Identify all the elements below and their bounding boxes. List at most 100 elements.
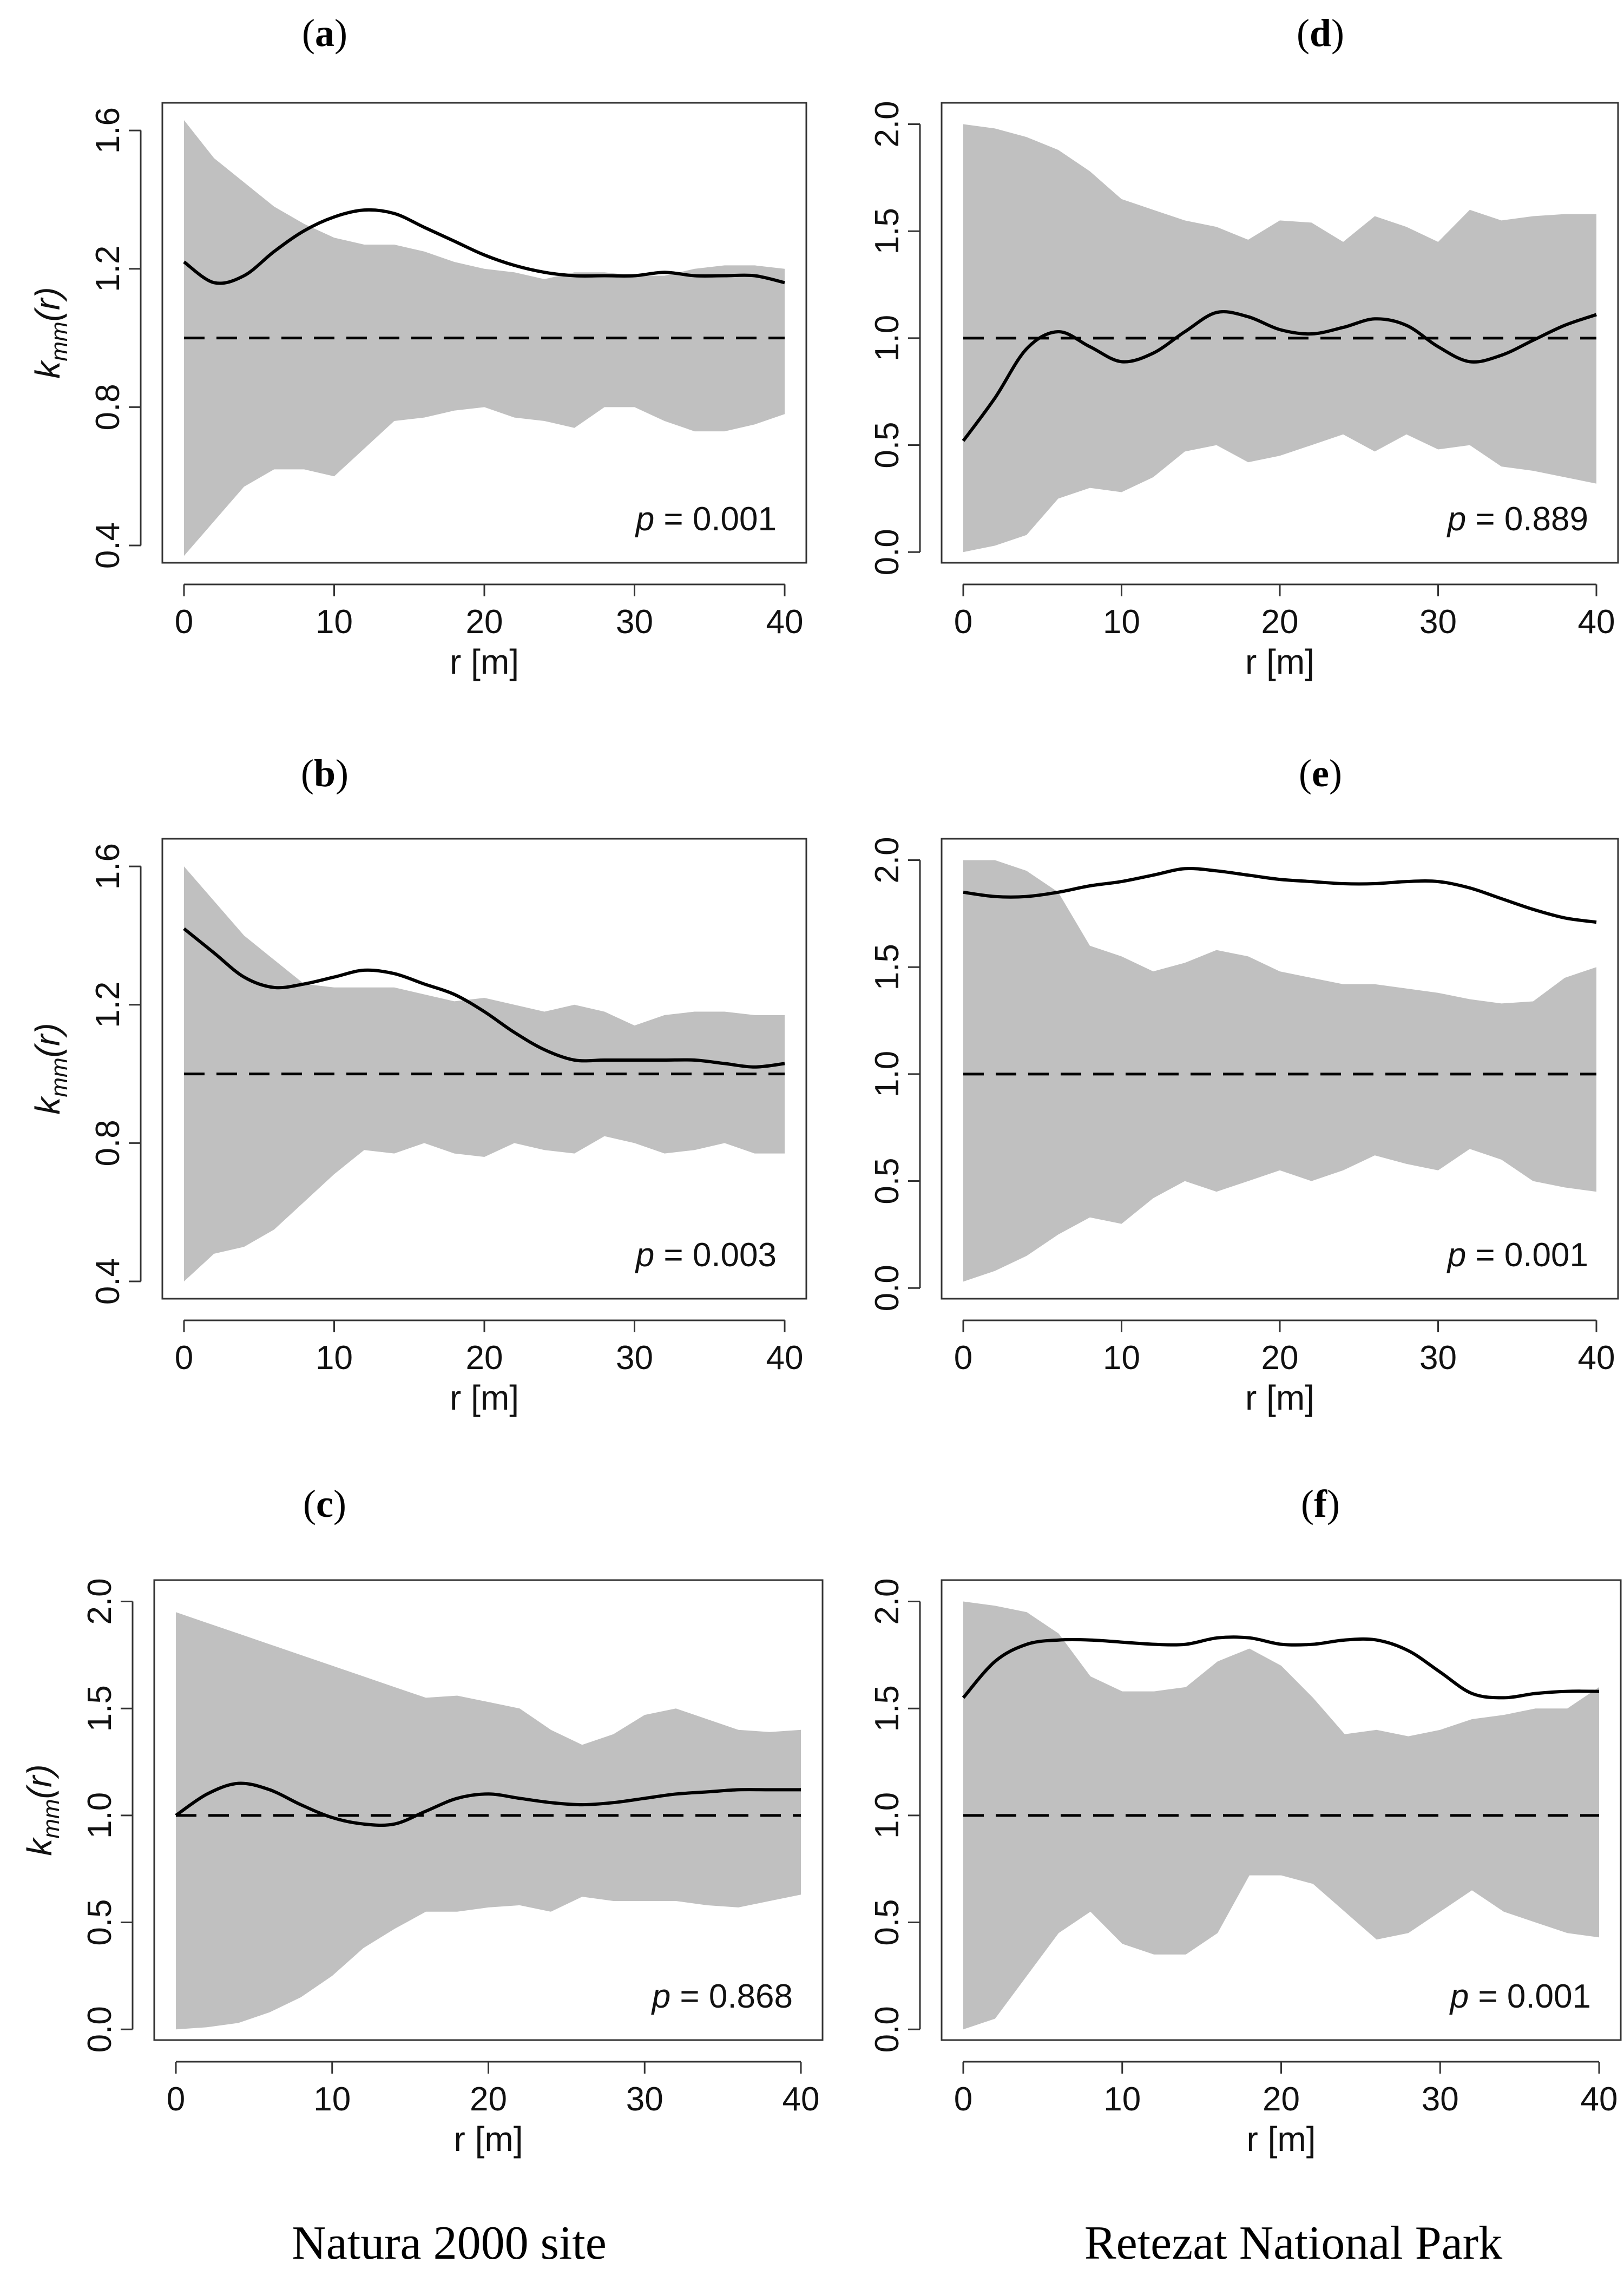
y-axis-title-arg-c: (r) bbox=[20, 1764, 59, 1799]
p-value-e: p = 0.001 bbox=[1447, 1236, 1588, 1274]
x-tick-label-e-0: 0 bbox=[954, 1339, 972, 1377]
y-tick-label-a-1: 0.8 bbox=[89, 384, 127, 430]
y-tick-label-a-3: 1.6 bbox=[89, 107, 127, 154]
p-value-number-d: = 0.889 bbox=[1466, 501, 1588, 538]
y-axis-title-arg-b: (r) bbox=[28, 1023, 67, 1057]
x-tick-label-c-30: 30 bbox=[626, 2081, 663, 2118]
x-tick-label-e-30: 30 bbox=[1419, 1339, 1457, 1377]
y-tick-label-b-2: 1.2 bbox=[89, 982, 127, 1028]
panel-label-f: (f) bbox=[1301, 1482, 1340, 1525]
y-tick-label-c-4: 2.0 bbox=[81, 1578, 119, 1624]
p-value-number-b: = 0.003 bbox=[654, 1236, 777, 1274]
x-tick-label-c-40: 40 bbox=[783, 2081, 820, 2118]
p-value-number-f: = 0.001 bbox=[1469, 1978, 1591, 2015]
panel-b: 0 10 20 30 40 r [m] 0.4 0.8 1.2 1.6 kmm(r) p = 0.00… bbox=[28, 838, 807, 1417]
observed-line-e bbox=[963, 867, 1597, 924]
observed-line-f bbox=[962, 1635, 1600, 1700]
y-tick-label-e-3: 1.5 bbox=[869, 944, 906, 990]
p-value-number-c: = 0.868 bbox=[670, 1978, 793, 2015]
y-tick-label-b-0: 0.4 bbox=[89, 1258, 127, 1305]
y-tick-label-d-0: 0.0 bbox=[869, 529, 906, 575]
x-tick-label-a-40: 40 bbox=[766, 603, 804, 641]
y-axis-title-main-a: k bbox=[28, 360, 67, 379]
y-tick-label-a-2: 1.2 bbox=[89, 246, 127, 292]
x-tick-label-e-40: 40 bbox=[1578, 1339, 1615, 1377]
p-value-number-e: = 0.001 bbox=[1466, 1236, 1588, 1274]
plot-frame-d bbox=[941, 102, 1619, 564]
x-axis-title-f: r [m] bbox=[1247, 2120, 1316, 2159]
p-value-b: p = 0.003 bbox=[635, 1236, 777, 1274]
x-tick-label-b-0: 0 bbox=[175, 1339, 193, 1377]
y-tick-label-d-2: 1.0 bbox=[869, 315, 906, 361]
x-tick-label-f-30: 30 bbox=[1422, 2081, 1459, 2118]
x-tick-label-b-30: 30 bbox=[616, 1339, 653, 1377]
observed-line-d bbox=[962, 310, 1597, 442]
x-tick-label-e-20: 20 bbox=[1261, 1339, 1299, 1377]
x-tick-label-f-40: 40 bbox=[1581, 2081, 1618, 2118]
x-tick-label-d-0: 0 bbox=[954, 603, 972, 641]
y-tick-label-f-2: 1.0 bbox=[869, 1792, 906, 1839]
panel-label-b: (b) bbox=[300, 752, 349, 795]
panel-label-c: (c) bbox=[303, 1482, 346, 1525]
x-tick-label-d-10: 10 bbox=[1103, 603, 1140, 641]
x-axis-title-b: r [m] bbox=[450, 1378, 519, 1417]
x-tick-label-d-30: 30 bbox=[1419, 603, 1457, 641]
y-tick-label-f-1: 0.5 bbox=[869, 1899, 906, 1945]
y-axis-title-b: kmm(r) bbox=[28, 1023, 73, 1114]
plot-frame-e bbox=[941, 838, 1619, 1300]
x-axis-title-a: r [m] bbox=[450, 642, 519, 681]
p-value-symbol-d: p bbox=[1447, 501, 1466, 538]
y-tick-label-a-0: 0.4 bbox=[89, 522, 127, 569]
y-tick-label-e-4: 2.0 bbox=[869, 837, 906, 883]
p-value-c: p = 0.868 bbox=[651, 1978, 793, 2015]
panel-d: 0 10 20 30 40 r [m] 0.0 0.5 1.0 1.5 2.0 p = 0.889 bbox=[869, 101, 1619, 681]
panel-label-a: (a) bbox=[302, 11, 347, 55]
y-tick-label-c-3: 1.5 bbox=[81, 1685, 119, 1732]
y-axis-title-a: kmm(r) bbox=[28, 287, 73, 378]
plot-frame-a bbox=[161, 102, 807, 564]
y-tick-label-f-4: 2.0 bbox=[869, 1578, 906, 1624]
y-tick-label-c-0: 0.0 bbox=[81, 2006, 119, 2053]
envelope-band-e bbox=[963, 860, 1596, 1282]
x-axis-title-c: r [m] bbox=[454, 2120, 523, 2159]
envelope-band-f bbox=[963, 1601, 1599, 2030]
x-tick-label-c-0: 0 bbox=[167, 2081, 185, 2118]
y-tick-label-e-0: 0.0 bbox=[869, 1265, 906, 1311]
y-axis-title-sub-b: mm bbox=[46, 1057, 73, 1097]
caption-right: Retezat National Park bbox=[1084, 2217, 1503, 2270]
y-tick-label-f-0: 0.0 bbox=[869, 2006, 906, 2053]
x-tick-label-b-20: 20 bbox=[466, 1339, 503, 1377]
x-tick-label-a-30: 30 bbox=[616, 603, 653, 641]
plot-frame-c bbox=[153, 1579, 824, 2041]
y-tick-label-d-4: 2.0 bbox=[869, 101, 906, 147]
p-value-f: p = 0.001 bbox=[1449, 1978, 1591, 2015]
x-tick-label-a-20: 20 bbox=[466, 603, 503, 641]
p-value-symbol-a: p bbox=[635, 501, 654, 538]
y-axis-title-main-c: k bbox=[20, 1837, 59, 1856]
x-axis-title-e: r [m] bbox=[1245, 1378, 1314, 1417]
observed-line-a bbox=[183, 208, 785, 285]
x-tick-label-f-20: 20 bbox=[1263, 2081, 1300, 2118]
x-tick-label-c-20: 20 bbox=[470, 2081, 507, 2118]
panel-e: 0 10 20 30 40 r [m] 0.0 0.5 1.0 1.5 2.0 p = 0.001 bbox=[869, 837, 1619, 1417]
plot-frame-b bbox=[161, 838, 807, 1300]
y-tick-label-f-3: 1.5 bbox=[869, 1685, 906, 1732]
x-tick-label-a-10: 10 bbox=[315, 603, 353, 641]
y-tick-label-c-2: 1.0 bbox=[81, 1792, 119, 1839]
x-tick-label-f-0: 0 bbox=[954, 2081, 972, 2118]
x-tick-label-f-10: 10 bbox=[1103, 2081, 1141, 2118]
x-axis-title-d: r [m] bbox=[1245, 642, 1314, 681]
p-value-d: p = 0.889 bbox=[1447, 501, 1588, 538]
x-tick-label-b-10: 10 bbox=[315, 1339, 353, 1377]
x-tick-label-a-0: 0 bbox=[175, 603, 193, 641]
y-axis-title-main-b: k bbox=[28, 1096, 67, 1115]
y-tick-label-e-1: 0.5 bbox=[869, 1157, 906, 1204]
y-tick-label-d-1: 0.5 bbox=[869, 422, 906, 468]
p-value-symbol-c: p bbox=[651, 1978, 670, 2015]
envelope-band-c bbox=[176, 1612, 801, 2030]
x-tick-label-e-10: 10 bbox=[1103, 1339, 1140, 1377]
envelope-band-d bbox=[963, 124, 1596, 552]
x-tick-label-d-40: 40 bbox=[1578, 603, 1615, 641]
